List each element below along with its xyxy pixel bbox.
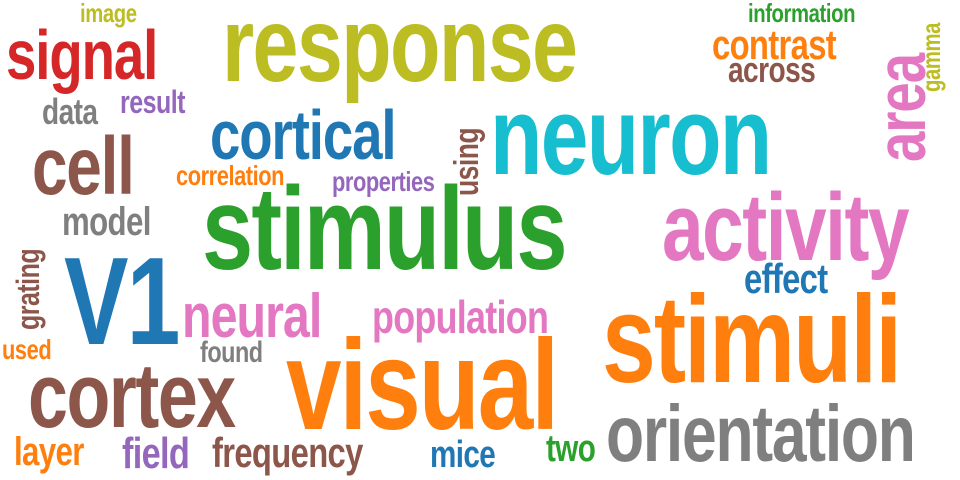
word-cell: cell <box>32 121 135 212</box>
word-orientation: orientation <box>606 389 916 478</box>
word-found: found <box>200 336 263 369</box>
word-properties: properties <box>332 166 435 197</box>
word-mice: mice <box>430 434 496 476</box>
word-image: image <box>80 0 137 28</box>
word-population: population <box>372 291 549 343</box>
word-response: response <box>222 0 578 104</box>
word-neural: neural <box>182 282 322 351</box>
word-using: using <box>448 127 486 196</box>
word-frequency: frequency <box>212 429 363 476</box>
word-information: information <box>748 0 856 28</box>
word-cortical: cortical <box>210 96 397 174</box>
word-stimuli: stimuli <box>602 271 902 409</box>
word-v1: V1 <box>64 233 180 371</box>
word-effect: effect <box>744 255 828 302</box>
word-grating: grating <box>10 248 46 330</box>
word-cortex: cortex <box>28 345 236 447</box>
word-activity: activity <box>662 174 910 281</box>
word-correlation: correlation <box>176 160 285 191</box>
word-across: across <box>728 49 816 90</box>
word-result: result <box>120 84 185 120</box>
word-used: used <box>2 334 52 365</box>
word-signal: signal <box>6 16 158 94</box>
word-contrast: contrast <box>712 21 837 68</box>
word-data: data <box>42 91 98 132</box>
word-neuron: neuron <box>490 75 772 198</box>
word-stimulus: stimulus <box>202 163 568 295</box>
word-field: field <box>122 429 190 478</box>
word-visual: visual <box>286 314 559 457</box>
word-two: two <box>546 428 596 470</box>
word-model: model <box>62 200 151 244</box>
word-gamma: gamma <box>916 23 946 93</box>
word-layer: layer <box>14 430 84 474</box>
